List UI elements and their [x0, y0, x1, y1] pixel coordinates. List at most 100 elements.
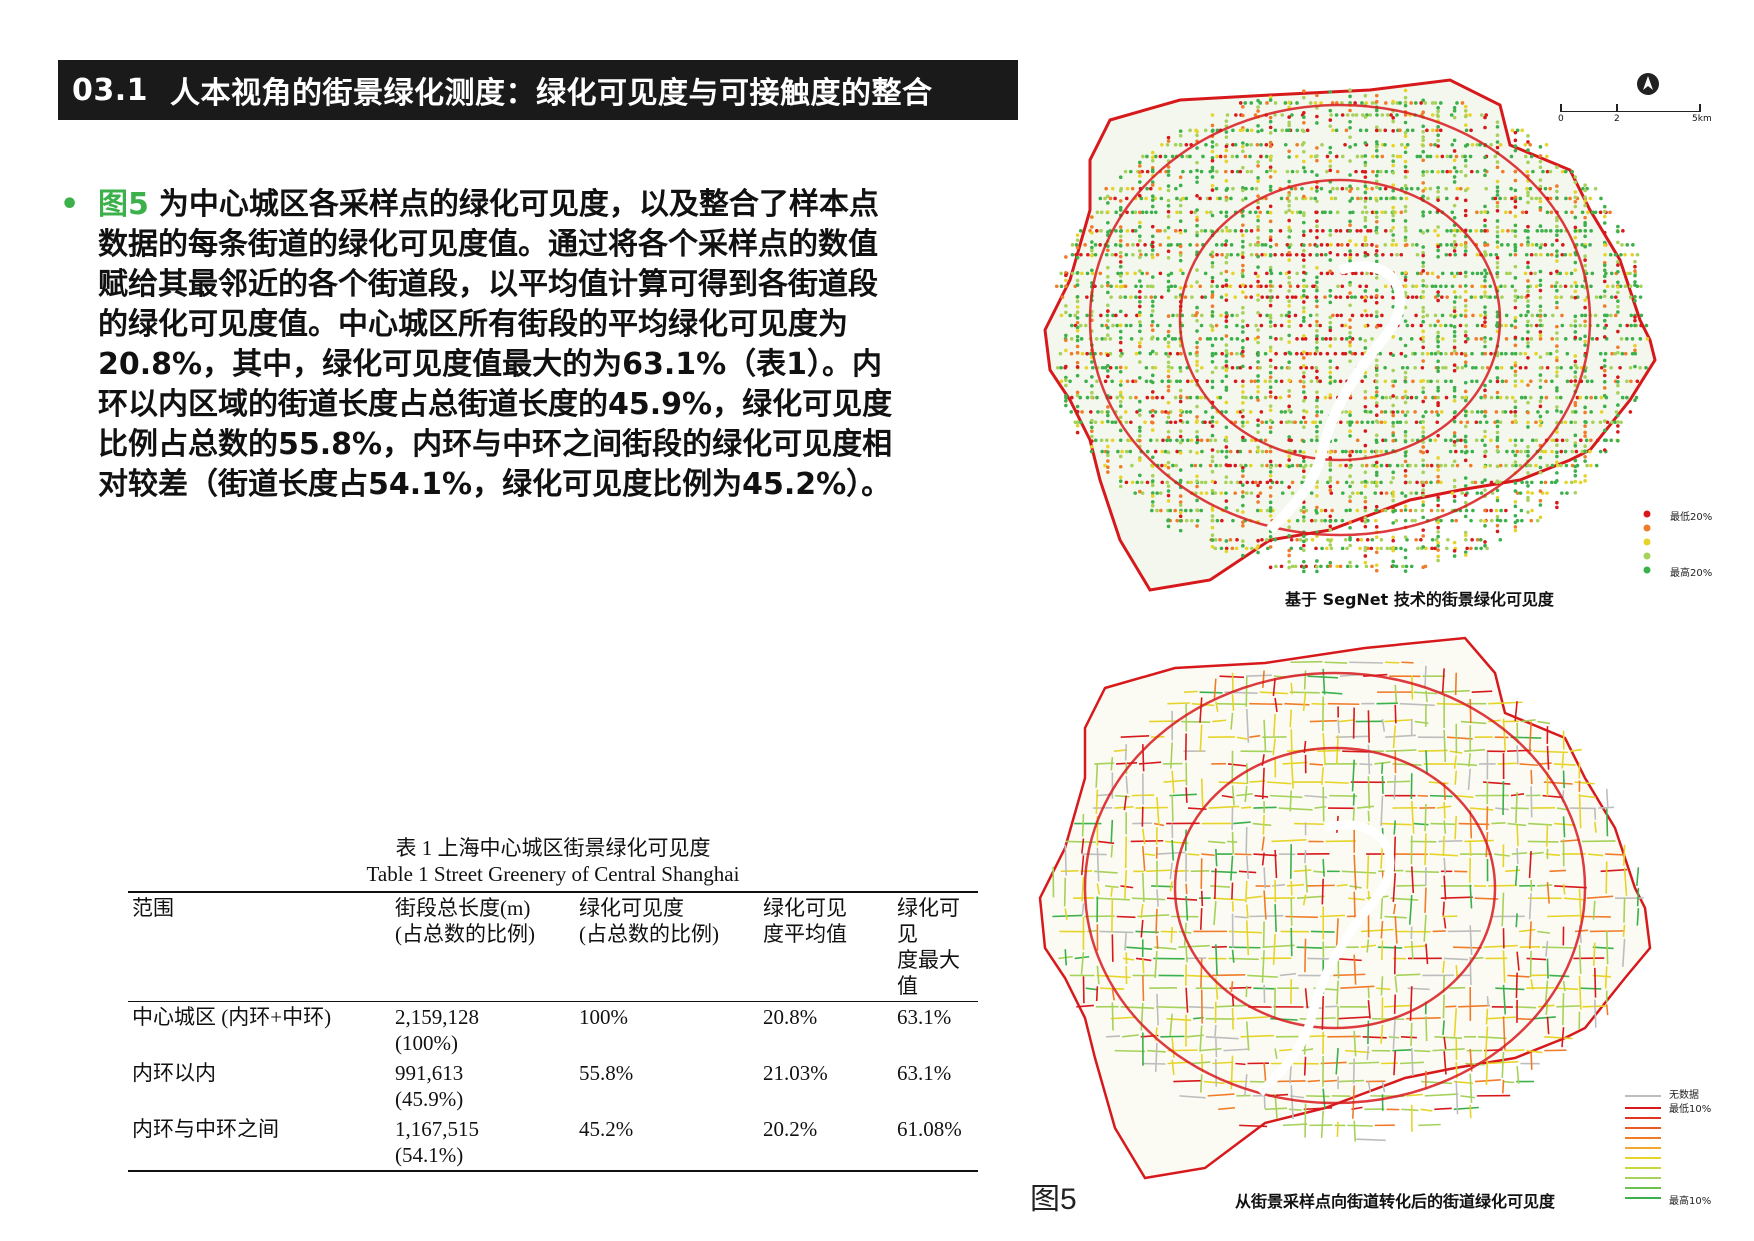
- sample-dot: [1238, 449, 1243, 454]
- sample-dot: [1125, 271, 1129, 276]
- sample-dot: [1408, 480, 1412, 485]
- sample-dot: [1495, 193, 1500, 197]
- sample-dot: [1560, 438, 1565, 443]
- sample-dot: [1450, 491, 1455, 495]
- sample-dot: [1463, 108, 1468, 113]
- sample-dot: [1513, 234, 1518, 239]
- street-segment: [1338, 719, 1354, 723]
- sample-dot: [1150, 165, 1155, 170]
- sample-dot: [1118, 464, 1123, 469]
- sample-dot: [1323, 252, 1328, 257]
- sample-dot: [1616, 270, 1620, 274]
- street-segment: [1126, 946, 1153, 950]
- sample-dot: [1593, 186, 1598, 191]
- sample-dot: [1338, 229, 1343, 233]
- sample-dot: [1545, 169, 1550, 174]
- sample-dot: [1268, 513, 1273, 518]
- sample-dot: [1287, 193, 1291, 198]
- sample-dot: [1315, 299, 1319, 303]
- sample-dot: [1328, 250, 1333, 255]
- sample-dot: [1413, 508, 1418, 513]
- sample-dot: [1302, 300, 1306, 304]
- sample-dot: [1138, 344, 1142, 349]
- sample-dot: [1363, 115, 1368, 119]
- sample-dot: [1438, 243, 1443, 247]
- sample-dot: [1138, 341, 1142, 345]
- sample-dot: [1463, 164, 1468, 168]
- sample-dot: [1295, 210, 1300, 215]
- cell-range: 内环与中环之间: [132, 1117, 279, 1141]
- sample-dot: [1110, 420, 1115, 425]
- sample-dot: [1219, 313, 1223, 318]
- sample-dot: [1573, 175, 1578, 179]
- sample-dot: [1421, 135, 1426, 139]
- sample-dot: [1506, 229, 1510, 233]
- sample-dot: [1421, 278, 1426, 283]
- sample-dot: [1302, 110, 1306, 115]
- sample-dot: [1391, 119, 1395, 124]
- sample-dot: [1573, 433, 1578, 438]
- sample-dot: [1233, 229, 1238, 233]
- street-segment: [1528, 893, 1532, 920]
- street-segment: [1406, 1016, 1441, 1020]
- sample-dot: [1555, 337, 1559, 341]
- sample-dot: [1213, 491, 1218, 495]
- sample-dot: [1241, 311, 1245, 315]
- street-segment: [1380, 762, 1384, 774]
- sample-dot: [1628, 295, 1633, 299]
- sample-dot: [1403, 450, 1408, 455]
- sample-dot: [1118, 295, 1123, 299]
- sample-dot: [1118, 199, 1123, 203]
- sample-dot: [1440, 169, 1445, 174]
- sample-dot: [1328, 300, 1333, 305]
- street-segment: [1286, 883, 1305, 887]
- sample-dot: [1599, 395, 1604, 400]
- sample-dot: [1249, 229, 1254, 233]
- sample-dot: [1389, 113, 1393, 117]
- sample-dot: [1098, 196, 1103, 201]
- sample-dot: [1421, 414, 1426, 419]
- sample-dot: [1394, 546, 1398, 551]
- sample-dot: [1374, 128, 1379, 133]
- sample-dot: [1515, 128, 1520, 133]
- sample-dot: [1340, 186, 1345, 191]
- sample-dot: [1138, 473, 1142, 478]
- street-segment: [1469, 699, 1472, 724]
- sample-dot: [1452, 388, 1457, 393]
- sample-dot: [1391, 183, 1395, 187]
- street-segment: [1458, 1004, 1490, 1008]
- sample-dot: [1555, 358, 1559, 363]
- sample-dot: [1075, 255, 1080, 260]
- sample-dot: [1349, 295, 1354, 299]
- sample-dot: [1470, 351, 1474, 356]
- sample-dot: [1268, 404, 1273, 408]
- sample-dot: [1369, 546, 1374, 551]
- street-segment: [1449, 986, 1466, 989]
- sample-dot: [1503, 518, 1508, 523]
- street-segment: [1230, 855, 1234, 881]
- sample-dot: [1370, 420, 1375, 425]
- sample-dot: [1419, 271, 1423, 276]
- sample-dot: [1513, 294, 1518, 299]
- sample-dot: [1315, 410, 1319, 414]
- sample-dot: [1335, 252, 1340, 257]
- sample-dot: [1366, 229, 1370, 233]
- sample-dot: [1358, 284, 1362, 289]
- sample-dot: [1200, 449, 1204, 454]
- sample-dot: [1315, 323, 1319, 328]
- sample-dot: [1440, 271, 1445, 276]
- sample-dot: [1413, 365, 1417, 370]
- street-segment: [1410, 800, 1415, 834]
- sample-dot: [1623, 351, 1628, 356]
- sample-dot: [1250, 186, 1254, 191]
- sample-dot: [1079, 252, 1083, 257]
- sample-dot: [1463, 439, 1468, 444]
- street-segment: [1636, 908, 1640, 926]
- sample-dot: [1150, 275, 1155, 279]
- sample-dot: [1384, 196, 1389, 201]
- sample-dot: [1526, 495, 1530, 500]
- sample-dot: [1513, 169, 1518, 174]
- sample-dot: [1526, 490, 1530, 495]
- sample-dot: [1166, 484, 1171, 488]
- sample-dot: [1198, 196, 1202, 201]
